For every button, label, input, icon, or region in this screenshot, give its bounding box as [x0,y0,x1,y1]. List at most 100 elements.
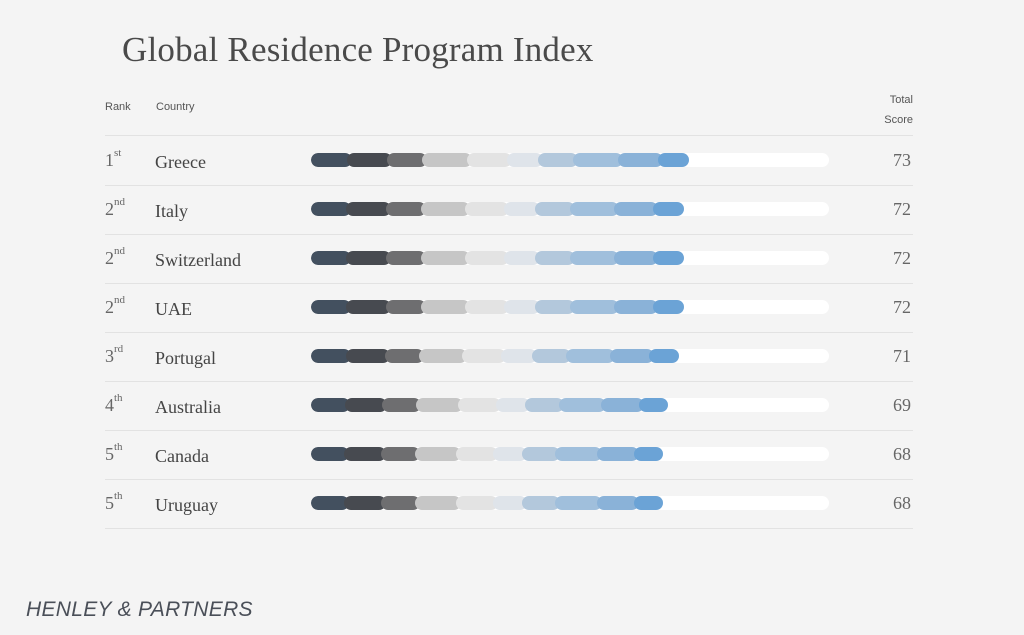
score-bar-segment [600,398,644,412]
chart-title: Global Residence Program Index [122,30,594,69]
score-bar-segment [525,398,564,412]
score-bar-segment [596,447,639,461]
score-bar-segment [464,202,510,216]
score-bar [311,153,689,167]
score-bar-segment [414,496,461,510]
score-bar-segment [609,349,654,363]
score-bar-segment [384,349,425,363]
score-bar-segment [534,251,575,265]
rank-suffix: th [114,441,123,453]
country-label: Italy [155,201,188,221]
score-bar-segment [537,153,579,167]
score-bar-segment [344,398,388,412]
bar-track [311,496,829,510]
score-bar-segment [534,202,575,216]
total-score-value: 72 [893,297,911,317]
rank-number: 1 [105,150,114,170]
score-bar-segment [420,251,470,265]
score-bar-segment [573,153,623,167]
score-bar-segment [596,496,639,510]
chart-row: 2nd UAE 72 [105,283,913,333]
total-score-value: 73 [893,150,911,170]
rank-label: 2nd [105,245,125,269]
score-bar-segment [464,251,510,265]
rank-label: 2nd [105,294,125,318]
score-bar-segment [555,447,602,461]
total-score-header-line1: Total [889,94,913,106]
bar-track [311,349,829,363]
score-bar-segment [455,496,499,510]
rank-number: 2 [105,248,114,268]
score-bar-segment [344,447,387,461]
rank-number: 3 [105,346,114,366]
bar-track [311,300,829,314]
score-bar-segment [457,398,501,412]
score-bar-segment [420,300,470,314]
score-bar-segment [415,398,463,412]
score-bar-segment [657,153,689,167]
score-bar-segment [569,202,619,216]
score-bar-segment [311,300,352,314]
score-bar-segment [455,447,499,461]
score-bar-segment [522,496,561,510]
score-bar-segment [386,153,428,167]
country-header: Country [156,101,195,113]
score-bar-segment [569,300,619,314]
score-bar-segment [534,300,575,314]
score-bar-segment [493,496,528,510]
rank-label: 5th [105,490,123,514]
rank-suffix: st [114,147,122,159]
country-label: Uruguay [155,495,218,515]
chart-row: 3rd Portugal 71 [105,332,913,382]
score-bar-segment [311,496,350,510]
rank-number: 5 [105,444,114,464]
score-bar-segment [311,447,350,461]
country-label: Australia [155,397,221,417]
rank-suffix: rd [114,343,124,355]
bar-track [311,398,829,412]
rank-number: 5 [105,493,114,513]
score-bar-segment [638,398,668,412]
score-bar-segment [346,153,392,167]
rank-number: 4 [105,395,114,415]
score-bar-segment [504,251,540,265]
score-bar-segment [633,496,663,510]
chart-row: 5th Canada 68 [105,430,913,480]
rank-label: 3rd [105,343,124,367]
score-bar-segment [653,251,684,265]
score-bar-segment [504,300,540,314]
score-bar-segment [422,153,472,167]
chart-row: 2nd Switzerland 72 [105,234,913,284]
total-score-value: 72 [893,199,911,219]
score-bar-segment [566,349,615,363]
score-bar-segment [381,496,420,510]
rank-suffix: nd [114,196,125,208]
score-bar [311,447,663,461]
total-score-header-line2: Score [884,114,913,126]
score-bar-segment [531,349,572,363]
bar-track [311,202,829,216]
score-bar-segment [653,202,684,216]
score-bar-segment [420,202,470,216]
header-divider [105,135,913,136]
score-bar-segment [414,447,461,461]
score-bar-segment [495,398,531,412]
bar-track [311,251,829,265]
total-score-value: 72 [893,248,911,268]
score-bar-segment [648,349,679,363]
score-bar-segment [311,398,350,412]
total-score-value: 69 [893,395,911,415]
chart-row: 1st Greece 73 [105,136,913,186]
score-bar-segment [311,202,352,216]
country-label: Portugal [155,348,216,368]
score-bar-segment [569,251,619,265]
score-bar-segment [385,251,426,265]
rank-number: 2 [105,199,114,219]
chart-row: 2nd Italy 72 [105,185,913,235]
rank-number: 2 [105,297,114,317]
score-bar-segment [385,202,426,216]
score-bar-segment [466,153,512,167]
total-score-value: 68 [893,493,911,513]
chart-row: 5th Uruguay 68 [105,479,913,529]
score-bar-segment [311,153,352,167]
